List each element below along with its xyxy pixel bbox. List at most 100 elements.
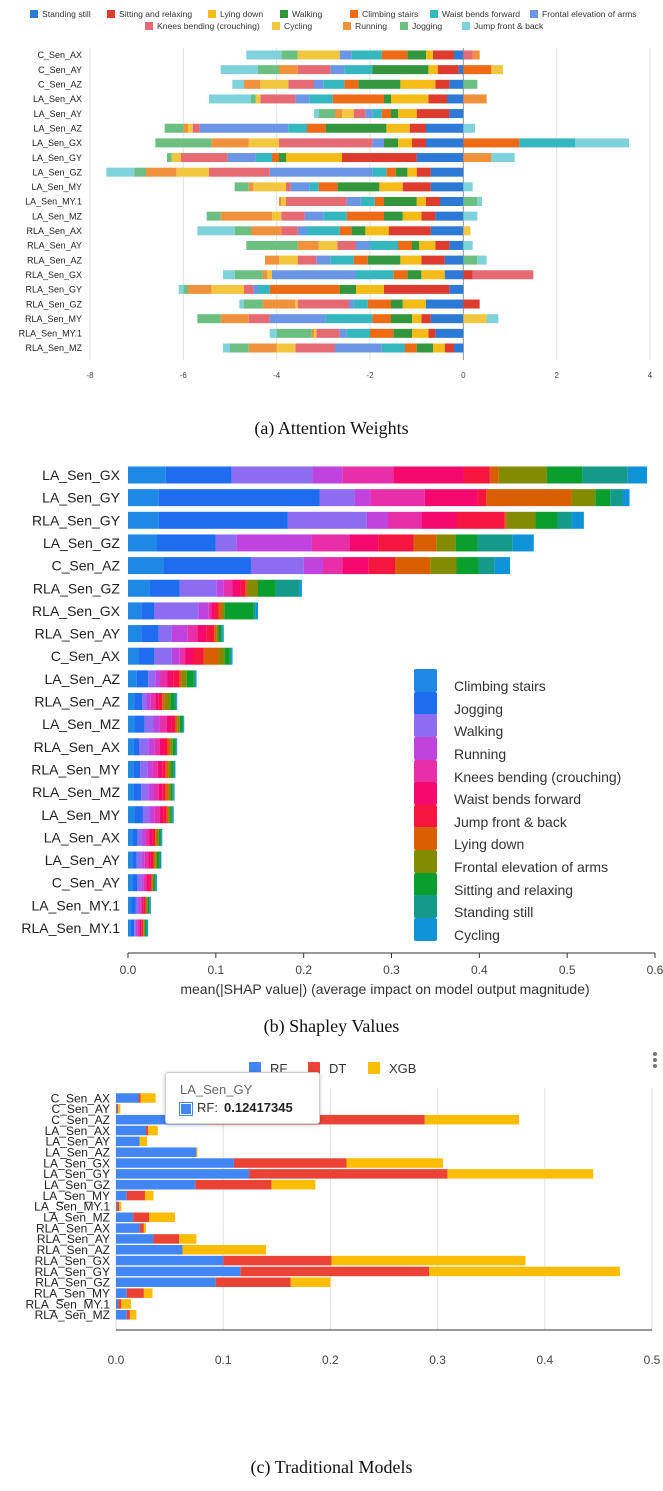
bar-segment [139,1223,144,1233]
bar-segment [149,828,153,846]
bar-segment [175,738,177,756]
category-label: LA_Sen_GX [42,467,120,483]
bar-segment [139,738,149,756]
bar-segment [116,1212,134,1222]
bar-segment [265,255,279,265]
bar-segment [153,851,156,869]
bar-segment [314,328,317,338]
x-tick-label: -4 [273,371,281,380]
bar-segment [433,343,445,353]
bar-segment [159,715,167,733]
bar-segment [181,153,228,163]
bar-segment [402,211,422,221]
bar-segment [253,182,286,192]
more-options-icon[interactable] [650,1050,660,1074]
bar-segment [164,123,184,133]
bar-segment [258,284,270,294]
bar-segment [154,806,160,824]
bar-segment [161,828,163,846]
bar-segment [395,167,408,177]
bar-segment [472,270,534,280]
bar-segment [407,50,426,60]
bar-segment [477,255,487,265]
legend-swatch [414,850,437,873]
bar-segment [128,534,157,552]
bar-segment [221,625,223,643]
bar-segment [248,182,254,192]
legend-label: Jogging [412,21,442,31]
legend-swatch [414,827,437,850]
bar-segment [182,715,184,733]
bar-segment [142,828,146,846]
bar-segment [116,1179,196,1190]
bar-segment [141,874,144,892]
attention-weights-chart: -8 -6 -4 -2 0 2 4 C_Sen_AX C_Sen_AY C_Sen_AZ LA_Se… [19,9,653,380]
legend-label: Lying down [220,9,263,19]
bar-segment [387,511,422,529]
legend-label: Lying down [454,836,524,852]
bar-segment [246,50,282,60]
category-label: RLA_Sen_MY.1 [25,1297,110,1311]
bar-segment [211,138,249,148]
x-tick-label: 0.0 [120,963,137,977]
bar-segment [126,1190,145,1201]
bar-segment [430,226,464,236]
category-label: LA_Sen_MY [41,807,120,823]
bar-segment [171,625,188,643]
bar-segment [174,693,177,710]
bar-segment [156,534,216,552]
bar-segment [316,328,340,338]
bar-segment [116,1255,224,1266]
bar-segment [244,79,261,89]
bar-segment [412,240,419,250]
bar-segment [398,109,417,119]
bar-segment [183,715,185,733]
bar-segment [449,79,464,89]
bar-segment [166,806,169,824]
bar-segment [175,715,178,733]
legend-swatch [414,782,437,805]
bar-segment [342,557,369,575]
bar-segment [221,602,225,620]
bar-segment [546,466,583,484]
bar-segment [155,138,212,148]
bar-segment [116,1201,118,1212]
category-label: RLA_Sen_GZ [35,1276,110,1290]
bar-segment [174,760,176,778]
bar-segment [339,50,352,60]
bar-segment [141,919,143,937]
legend-swatch [414,714,437,737]
caption-attention-weights: (a) Attention Weights [254,418,409,438]
bar-segment [258,65,279,75]
bar-segment [384,197,417,206]
category-label: LA_Sen_MZ [42,716,120,732]
tooltip-swatch [179,1102,193,1116]
bar-segment [429,1266,620,1277]
bar-segment [139,919,142,937]
bar-segment [246,240,298,250]
bar-segment [372,109,382,119]
bar-segment [143,1223,147,1233]
bar-segment [610,489,623,507]
bar-segment [229,647,232,665]
bar-segment [393,270,408,280]
bar-segment [128,602,142,620]
bar-segment [269,284,340,294]
bar-segment [116,1277,216,1288]
bar-segment [141,602,155,620]
bar-segment [279,255,298,265]
bar-segment [353,255,368,265]
bar-segment [384,284,450,294]
bar-segment [342,153,417,163]
bar-segment [131,896,136,914]
bar-segment [253,602,256,620]
bar-segment [430,167,464,177]
category-label: LA_Sen_AZ [45,1146,110,1160]
bar-segment [295,343,335,353]
bar-segment [368,557,396,575]
bar-segment [269,167,373,177]
bar-segment [140,1093,156,1103]
bar-segment [137,919,140,937]
bar-segment [244,284,254,294]
bar-segment [170,738,173,756]
